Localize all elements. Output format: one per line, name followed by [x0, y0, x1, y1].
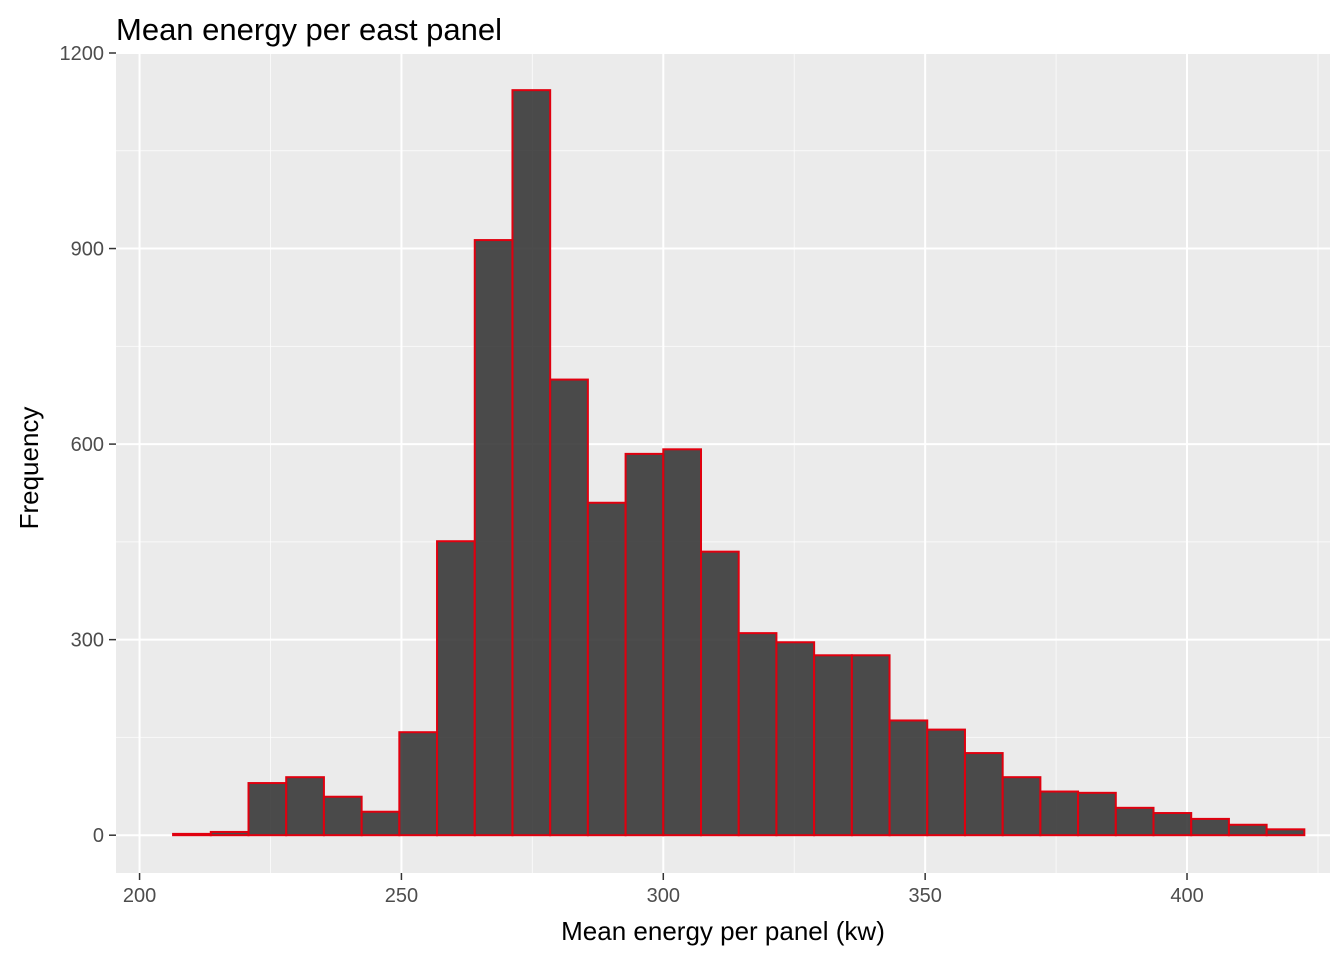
x-tick-label: 350 [908, 885, 941, 907]
histogram-bar [360, 810, 401, 837]
histogram-bar [1114, 806, 1155, 837]
histogram-bar [398, 731, 439, 837]
histogram-bar [285, 776, 325, 837]
histogram-bar [172, 832, 212, 837]
histogram-bar [549, 378, 589, 837]
histogram-bar [963, 752, 1004, 837]
y-tick-label: 900 [71, 239, 104, 261]
x-axis: 200 250 300 350 400 [123, 873, 1204, 907]
x-tick-label: 400 [1170, 885, 1203, 907]
histogram-bar [662, 448, 703, 837]
histogram-bar [586, 501, 627, 837]
histogram-bar [209, 830, 250, 837]
y-tick-label: 0 [93, 825, 104, 847]
histogram-bar [1039, 790, 1080, 837]
histogram-bar [1227, 823, 1268, 837]
histogram-bar [511, 89, 552, 837]
histogram-bar [737, 632, 778, 837]
histogram-bar [1190, 817, 1230, 837]
y-tick-label: 1200 [60, 43, 105, 65]
y-tick-label: 300 [71, 630, 104, 652]
x-tick-label: 200 [123, 885, 156, 907]
y-tick-label: 600 [71, 434, 104, 456]
histogram-bar [700, 550, 740, 837]
histogram-bar [624, 452, 665, 837]
histogram-bar [322, 795, 363, 837]
histogram-bar [1001, 776, 1042, 837]
histogram-bar [775, 641, 816, 837]
y-axis-title: Frequency [14, 407, 44, 530]
histogram-bar [1265, 828, 1306, 837]
histogram-bar [436, 540, 476, 837]
x-axis-title: Mean energy per panel (kw) [561, 916, 885, 946]
histogram-bar [888, 719, 929, 837]
histogram-bar [926, 728, 966, 837]
histogram-bar [1077, 791, 1117, 837]
y-axis: 0 300 600 900 1200 [60, 43, 116, 847]
chart-title: Mean energy per east panel [116, 12, 502, 47]
x-tick-label: 250 [385, 885, 418, 907]
histogram-bar [850, 654, 891, 837]
histogram-bar [473, 239, 514, 837]
x-tick-label: 300 [647, 885, 680, 907]
histogram-bar [813, 654, 853, 837]
histogram-bars [172, 89, 1306, 837]
histogram-bar [1152, 812, 1193, 837]
histogram-bar [247, 782, 288, 837]
